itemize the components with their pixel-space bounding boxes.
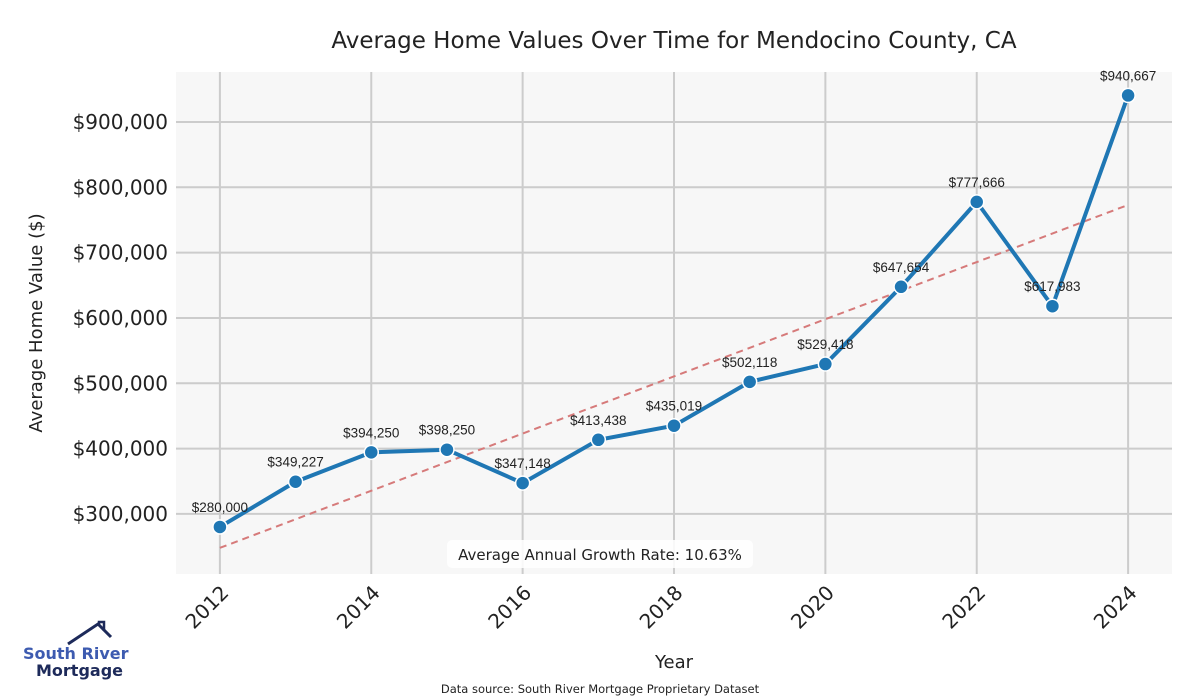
x-axis-label: Year (654, 652, 694, 673)
x-tick-label: 2012 (180, 581, 233, 634)
data-point (590, 432, 607, 448)
chimney-icon (97, 620, 106, 631)
data-source: Data source: South River Mortgage Propri… (441, 682, 760, 696)
data-point (439, 441, 455, 458)
data-point (741, 374, 758, 390)
y-tick-label: $900,000 (73, 110, 168, 134)
chart-title: Average Home Values Over Time for Mendoc… (331, 28, 1016, 54)
y-tick-label: $700,000 (73, 241, 168, 265)
x-tick-label: 2022 (937, 581, 990, 634)
data-label: $502,118 (722, 355, 777, 370)
data-label: $394,250 (343, 425, 399, 440)
data-label: $617,983 (1024, 279, 1080, 294)
data-point (514, 475, 531, 491)
x-tick-label: 2020 (786, 581, 839, 634)
data-point (817, 356, 834, 372)
x-tick-label: 2016 (483, 581, 536, 634)
data-label: $435,019 (646, 399, 702, 414)
data-point (666, 417, 682, 434)
data-point (363, 444, 380, 461)
data-label: $940,667 (1100, 68, 1156, 83)
data-label: $647,654 (873, 260, 930, 275)
growth-rate-annotation: Average Annual Growth Rate: 10.63% (458, 546, 742, 564)
data-point (1044, 298, 1061, 314)
data-point (968, 194, 985, 210)
y-tick-label: $600,000 (73, 306, 168, 330)
data-label: $349,227 (267, 455, 323, 470)
data-point (287, 473, 304, 490)
y-tick-label: $500,000 (73, 371, 168, 395)
annotation-box (447, 540, 753, 568)
logo-line1: South River (23, 644, 129, 663)
data-label: $347,148 (494, 456, 550, 471)
data-point (893, 279, 909, 295)
data-point (212, 519, 228, 535)
x-tick-label: 2014 (332, 581, 385, 634)
data-label: $280,000 (192, 500, 248, 515)
trend-line (219, 203, 1129, 549)
x-tick-label: 2018 (635, 581, 688, 634)
data-label: $413,438 (570, 413, 626, 428)
y-tick-label: $800,000 (73, 175, 168, 199)
data-label: $529,418 (797, 337, 853, 352)
data-point (1120, 87, 1136, 104)
y-tick-label: $300,000 (73, 502, 168, 526)
y-tick-label: $400,000 (73, 437, 168, 461)
data-label: $398,250 (419, 423, 475, 438)
south-river-mortgage-logo: South River Mortgage (23, 620, 129, 680)
logo-line2: Mortgage (36, 661, 123, 680)
data-label: $777,666 (949, 175, 1005, 190)
x-tick-label: 2024 (1089, 581, 1142, 634)
y-axis-label: Average Home Value ($) (26, 213, 47, 432)
